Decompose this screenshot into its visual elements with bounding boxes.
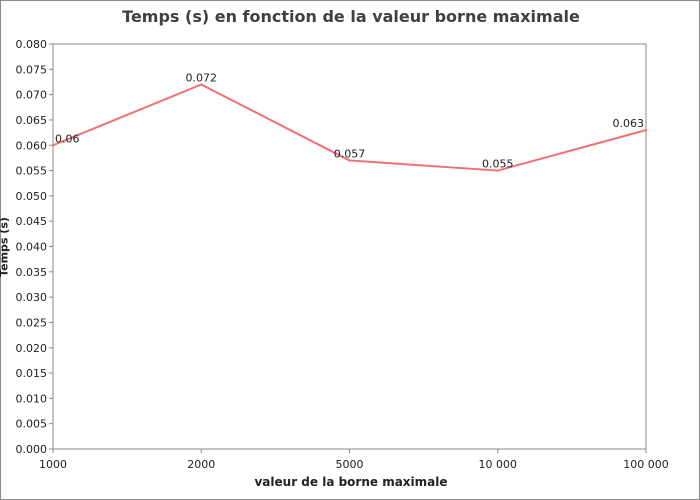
- data-point: [200, 83, 203, 86]
- y-tick-label: 0.040: [16, 241, 48, 254]
- x-tick-label: 1000: [39, 458, 67, 471]
- y-tick-label: 0.065: [16, 114, 48, 127]
- x-tick-label: 10 000: [479, 458, 518, 471]
- y-axis-title: Temps (s): [0, 217, 11, 277]
- x-tick-label: 100 000: [623, 458, 669, 471]
- data-point: [51, 144, 55, 147]
- data-point: [348, 159, 351, 162]
- y-tick-label: 0.050: [16, 190, 48, 203]
- y-tick-label: 0.020: [16, 342, 48, 355]
- y-tick-label: 0.015: [16, 367, 48, 380]
- data-point: [644, 128, 648, 132]
- y-tick-label: 0.005: [16, 418, 48, 431]
- x-axis-title: valeur de la borne maximale: [254, 475, 448, 489]
- x-tick-label: 2000: [187, 458, 215, 471]
- data-label: 0.072: [186, 72, 218, 85]
- data-label: 0.063: [613, 117, 645, 130]
- y-tick-label: 0.030: [16, 291, 48, 304]
- data-label: 0.06: [55, 132, 80, 145]
- y-tick-label: 0.060: [16, 139, 48, 152]
- plot-area-border: [52, 43, 647, 450]
- x-tick-label: 5000: [336, 458, 364, 471]
- y-tick-label: 0.035: [16, 266, 48, 279]
- y-tick-label: 0.075: [16, 63, 48, 76]
- y-tick-label: 0.080: [16, 38, 48, 51]
- data-label: 0.057: [334, 147, 366, 160]
- chart-title: Temps (s) en fonction de la valeur borne…: [122, 7, 580, 26]
- y-tick-label: 0.045: [16, 215, 48, 228]
- y-tick-label: 0.025: [16, 316, 48, 329]
- y-tick-label: 0.070: [16, 89, 48, 102]
- data-label: 0.055: [482, 158, 514, 171]
- y-tick-label: 0.000: [16, 443, 48, 456]
- y-tick-label: 0.055: [16, 165, 48, 178]
- y-tick-label: 0.010: [16, 392, 48, 405]
- data-point: [496, 169, 499, 172]
